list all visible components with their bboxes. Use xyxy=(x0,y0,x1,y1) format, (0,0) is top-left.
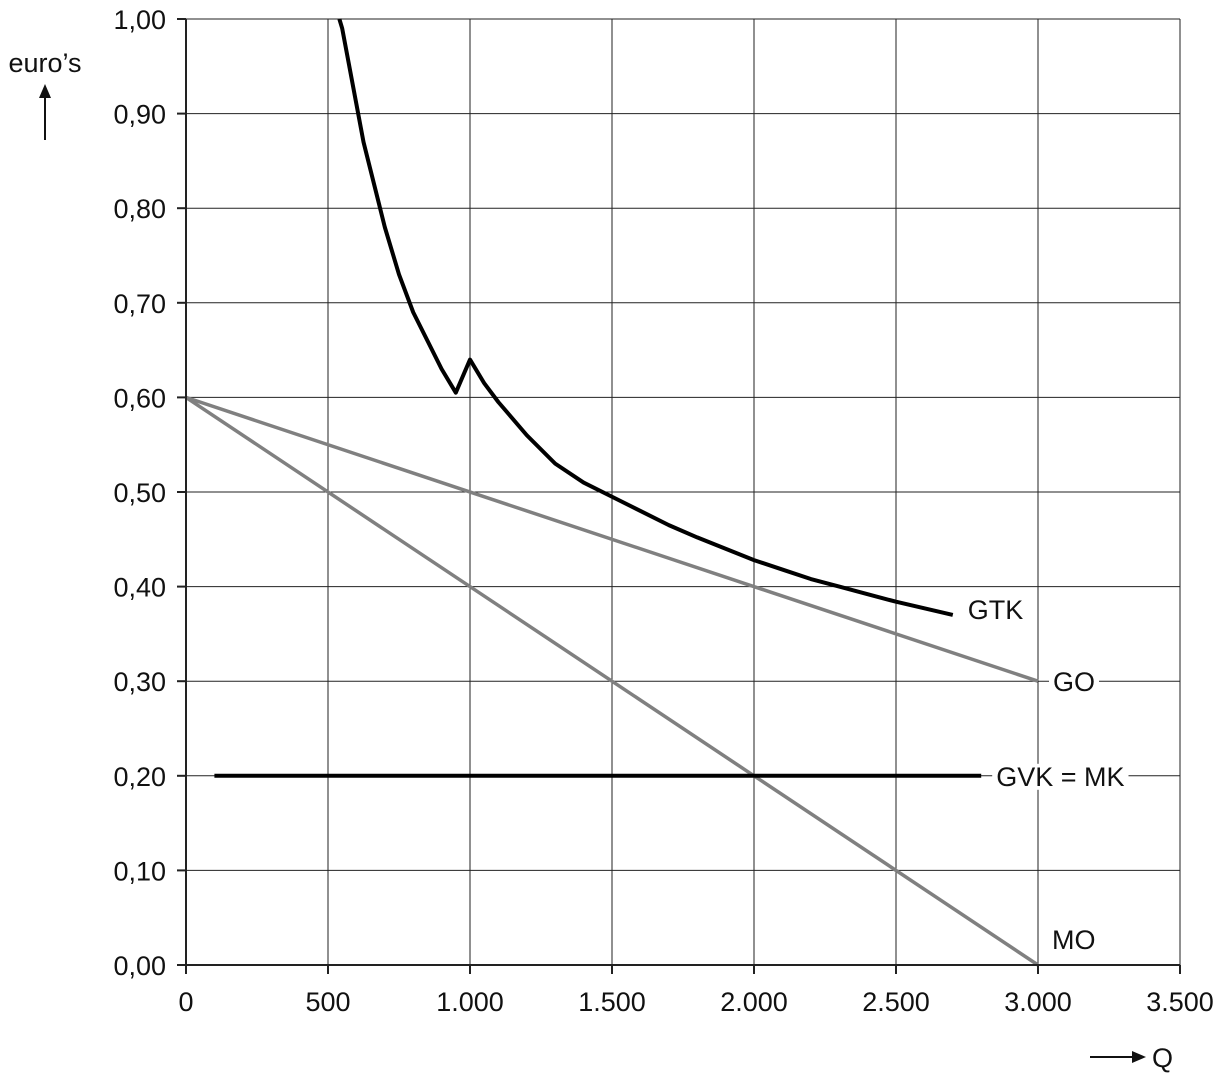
x-tick-label: 3.000 xyxy=(1004,987,1072,1017)
y-tick-label: 0,30 xyxy=(113,667,166,697)
y-tick-label: 0,00 xyxy=(113,951,166,981)
x-axis-title: Q xyxy=(1152,1043,1173,1073)
y-tick-label: 0,90 xyxy=(113,100,166,130)
y-tick-label: 1,00 xyxy=(113,5,166,35)
x-tick-label: 1.000 xyxy=(436,987,504,1017)
series-layer xyxy=(185,18,1039,967)
series-label-background xyxy=(1049,669,1100,696)
series-label-go: GO xyxy=(1053,667,1095,697)
y-tick-label: 0,10 xyxy=(113,856,166,886)
y-tick-label: 0,40 xyxy=(113,573,166,603)
y-tick-label: 0,50 xyxy=(113,478,166,508)
series-line-go xyxy=(185,395,1039,683)
y-axis-title: euro’s xyxy=(8,48,81,78)
series-label-background xyxy=(992,763,1129,790)
x-tick-label: 500 xyxy=(305,987,350,1017)
y-tick-label: 0,20 xyxy=(113,762,166,792)
series-label-background xyxy=(963,596,1028,623)
y-axis-arrow-icon xyxy=(39,84,51,140)
x-axis-arrow-icon xyxy=(1090,1051,1146,1063)
series-label-gvk-mk: GVK = MK xyxy=(996,762,1124,792)
series-labels: GTK GO MO GVK = MK xyxy=(963,595,1129,955)
series-line-mo xyxy=(185,395,1039,967)
x-tick-label: 2.000 xyxy=(720,987,788,1017)
grid xyxy=(186,18,1181,965)
axes: 0 500 1.000 1.500 2.000 2.500 3.000 3.500 0,00 0,… xyxy=(113,5,1213,1017)
y-tick-label: 0,80 xyxy=(113,194,166,224)
y-tick-label: 0,60 xyxy=(113,383,166,413)
x-tick-label: 1.500 xyxy=(578,987,646,1017)
x-tick-label: 3.500 xyxy=(1146,987,1214,1017)
x-tick-label: 0 xyxy=(178,987,193,1017)
x-tick-label: 2.500 xyxy=(862,987,930,1017)
series-label-mo: MO xyxy=(1052,925,1096,955)
series-line-gtk xyxy=(337,18,954,617)
series-label-gtk: GTK xyxy=(968,595,1024,625)
y-tick-label: 0,70 xyxy=(113,289,166,319)
